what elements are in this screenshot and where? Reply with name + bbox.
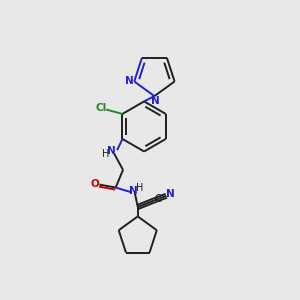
Text: N: N <box>107 146 116 156</box>
Text: N: N <box>129 186 138 197</box>
Text: C: C <box>155 194 162 204</box>
Text: H: H <box>136 183 144 193</box>
Text: Cl: Cl <box>95 103 106 113</box>
Text: N: N <box>124 76 133 86</box>
Text: N: N <box>166 189 175 199</box>
Text: O: O <box>90 179 99 189</box>
Text: N: N <box>151 96 159 106</box>
Text: H: H <box>102 149 110 159</box>
